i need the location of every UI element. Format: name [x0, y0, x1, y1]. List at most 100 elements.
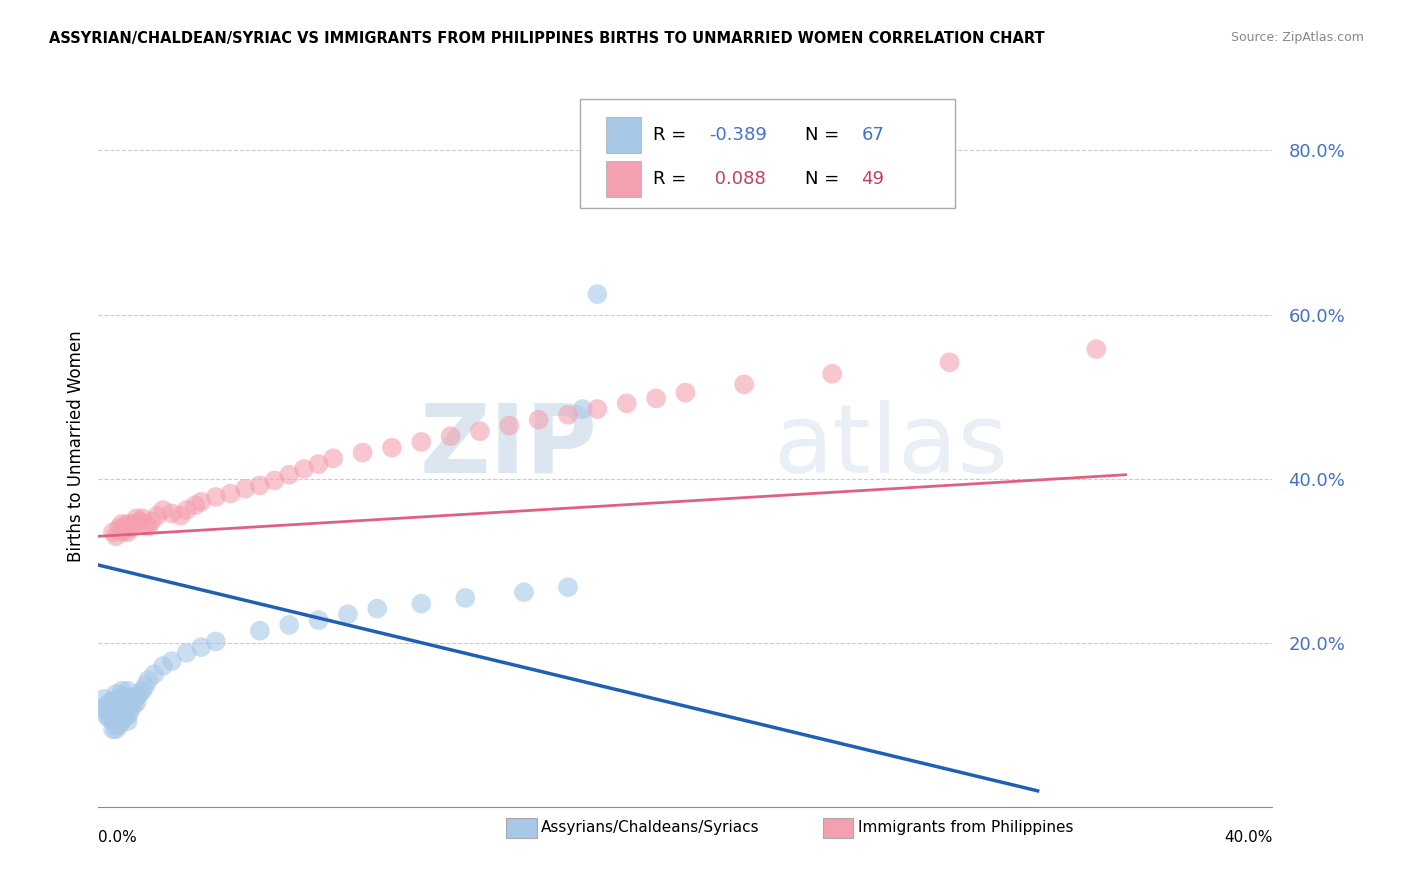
Point	[111, 695, 134, 709]
Point	[498, 418, 520, 433]
Point	[122, 698, 145, 712]
Point	[125, 695, 148, 709]
Text: 49: 49	[862, 169, 884, 187]
Point	[586, 287, 609, 301]
Point	[821, 367, 844, 381]
Point	[143, 667, 166, 681]
Point	[160, 506, 183, 520]
Point	[93, 692, 115, 706]
Point	[111, 714, 134, 728]
Point	[98, 703, 121, 717]
Point	[263, 474, 285, 488]
Point	[176, 503, 198, 517]
Text: 40.0%: 40.0%	[1225, 830, 1272, 845]
Point	[128, 687, 150, 701]
Point	[117, 525, 139, 540]
Text: N =: N =	[806, 169, 845, 187]
Point	[105, 718, 128, 732]
Point	[134, 516, 156, 531]
Point	[136, 519, 159, 533]
Point	[645, 392, 668, 406]
Point	[111, 516, 134, 531]
Point	[111, 702, 134, 716]
Point	[125, 690, 148, 704]
Point	[571, 402, 593, 417]
Point	[616, 396, 638, 410]
Point	[527, 413, 550, 427]
Point	[136, 673, 159, 687]
Point	[411, 434, 433, 449]
Point	[141, 515, 163, 529]
Point	[108, 706, 131, 720]
Point	[205, 490, 228, 504]
Text: Immigrants from Philippines: Immigrants from Philippines	[858, 821, 1073, 835]
Point	[233, 482, 256, 496]
Y-axis label: Births to Unmarried Women: Births to Unmarried Women	[66, 330, 84, 562]
Point	[938, 355, 960, 369]
Point	[122, 692, 145, 706]
Point	[557, 580, 579, 594]
Point	[122, 516, 145, 531]
Text: R =: R =	[652, 127, 692, 145]
Point	[98, 712, 121, 726]
Point	[120, 695, 142, 709]
Point	[468, 424, 491, 438]
Point	[101, 700, 124, 714]
Point	[105, 706, 128, 720]
Point	[120, 703, 142, 717]
Point	[336, 607, 359, 622]
Point	[125, 511, 148, 525]
Point	[169, 508, 191, 523]
Text: 0.0%: 0.0%	[98, 830, 138, 845]
Point	[108, 693, 131, 707]
Point	[111, 683, 134, 698]
Point	[513, 585, 536, 599]
Point	[381, 441, 404, 455]
Point	[308, 457, 330, 471]
Point	[733, 377, 755, 392]
Point	[117, 695, 139, 709]
Point	[96, 710, 118, 724]
Text: N =: N =	[806, 127, 845, 145]
Point	[117, 708, 139, 723]
Point	[114, 519, 136, 533]
Bar	[606, 117, 641, 153]
Text: Source: ZipAtlas.com: Source: ZipAtlas.com	[1230, 31, 1364, 45]
Point	[105, 529, 128, 543]
Point	[322, 451, 344, 466]
Point	[114, 523, 136, 537]
Point	[105, 700, 128, 714]
Point	[117, 714, 139, 728]
Point	[128, 515, 150, 529]
Point	[108, 521, 131, 535]
Point	[146, 508, 169, 523]
Text: ZIP: ZIP	[419, 400, 598, 492]
Point	[117, 683, 139, 698]
Text: 67: 67	[862, 127, 884, 145]
Point	[205, 634, 228, 648]
Point	[98, 695, 121, 709]
Point	[111, 708, 134, 723]
Point	[114, 710, 136, 724]
Point	[278, 467, 301, 482]
Text: 0.088: 0.088	[709, 169, 766, 187]
Point	[93, 702, 115, 716]
Point	[278, 618, 301, 632]
Point	[108, 700, 131, 714]
Point	[176, 646, 198, 660]
FancyBboxPatch shape	[579, 99, 956, 208]
Point	[292, 462, 315, 476]
Point	[249, 624, 271, 638]
Point	[249, 478, 271, 492]
Point	[557, 408, 579, 422]
Point	[134, 679, 156, 693]
Point	[114, 698, 136, 712]
Point	[675, 385, 697, 400]
Point	[101, 723, 124, 737]
Text: R =: R =	[652, 169, 692, 187]
Point	[105, 712, 128, 726]
Point	[131, 683, 153, 698]
Point	[117, 690, 139, 704]
Point	[101, 525, 124, 540]
Point	[111, 690, 134, 704]
